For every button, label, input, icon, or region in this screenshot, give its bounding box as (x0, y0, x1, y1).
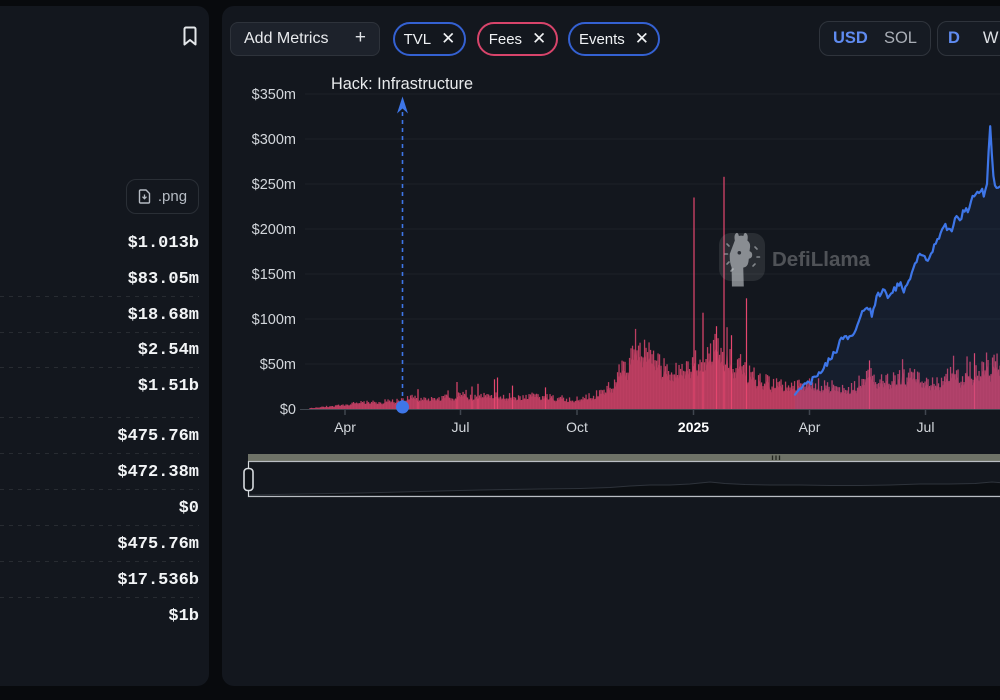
svg-text:$300m: $300m (252, 132, 296, 148)
svg-text:Jul: Jul (452, 419, 470, 435)
svg-text:$50m: $50m (260, 357, 296, 373)
svg-text:Jul: Jul (917, 419, 935, 435)
svg-text:Oct: Oct (566, 419, 588, 435)
svg-text:$200m: $200m (252, 222, 296, 238)
svg-text:DefiLlama: DefiLlama (772, 248, 871, 271)
svg-text:$150m: $150m (252, 267, 296, 283)
svg-text:2025: 2025 (678, 419, 709, 435)
svg-text:Apr: Apr (799, 419, 821, 435)
svg-text:$250m: $250m (252, 177, 296, 193)
svg-text:Apr: Apr (334, 419, 356, 435)
svg-text:$0: $0 (280, 402, 296, 418)
svg-text:Hack: Infrastructure: Hack: Infrastructure (331, 75, 473, 93)
svg-text:$350m: $350m (252, 87, 296, 103)
svg-text:$100m: $100m (252, 312, 296, 328)
